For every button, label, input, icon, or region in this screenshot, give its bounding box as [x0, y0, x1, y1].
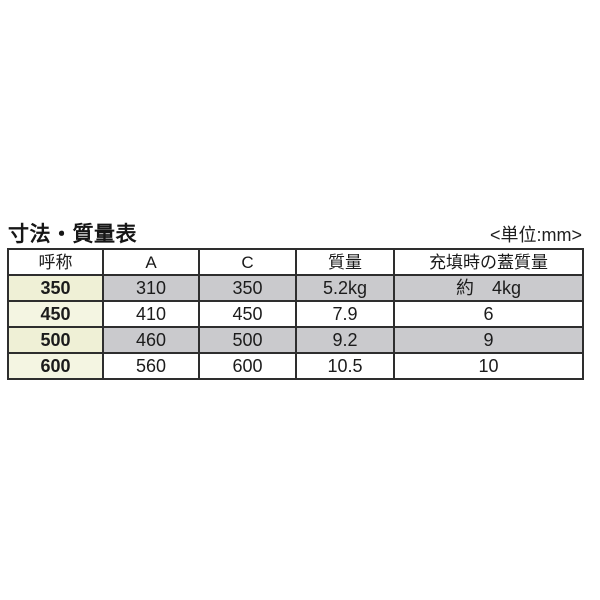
value-cell-mass: 9.2	[295, 326, 395, 354]
table-row-500: 500 460 500 9.2 9	[7, 326, 584, 354]
value-cell-a: 410	[102, 300, 200, 328]
dimensions-mass-table: 呼称 A C 質量 充填時の蓋質量 350 310 350 5.2kg 約 4k…	[7, 248, 584, 380]
column-header-mass: 質量	[295, 248, 395, 276]
page-title: 寸法・質量表	[8, 223, 137, 246]
name-cell: 350	[7, 274, 104, 302]
value-cell-a: 560	[102, 352, 200, 380]
unit-label: <単位:mm>	[489, 225, 582, 245]
column-header-a: A	[102, 248, 200, 276]
value-cell-a: 460	[102, 326, 200, 354]
value-cell-mass: 10.5	[295, 352, 395, 380]
column-header-name: 呼称	[7, 248, 104, 276]
table-row-450: 450 410 450 7.9 6	[7, 300, 584, 328]
value-cell-mass: 5.2kg	[295, 274, 395, 302]
header-row: 呼称 A C 質量 充填時の蓋質量	[7, 248, 584, 276]
name-cell: 500	[7, 326, 104, 354]
value-cell-c: 600	[198, 352, 297, 380]
table-row-600: 600 560 600 10.5 10	[7, 352, 584, 380]
value-cell-c: 450	[198, 300, 297, 328]
name-cell: 450	[7, 300, 104, 328]
table-row-350: 350 310 350 5.2kg 約 4kg	[7, 274, 584, 302]
column-header-lid-mass: 充填時の蓋質量	[393, 248, 584, 276]
value-cell-mass: 7.9	[295, 300, 395, 328]
value-cell-lid-mass: 10	[393, 352, 584, 380]
value-cell-lid-mass: 9	[393, 326, 584, 354]
value-cell-lid-mass: 約 4kg	[393, 274, 584, 302]
value-cell-a: 310	[102, 274, 200, 302]
name-cell: 600	[7, 352, 104, 380]
value-cell-c: 350	[198, 274, 297, 302]
value-cell-lid-mass: 6	[393, 300, 584, 328]
value-cell-c: 500	[198, 326, 297, 354]
column-header-c: C	[198, 248, 297, 276]
